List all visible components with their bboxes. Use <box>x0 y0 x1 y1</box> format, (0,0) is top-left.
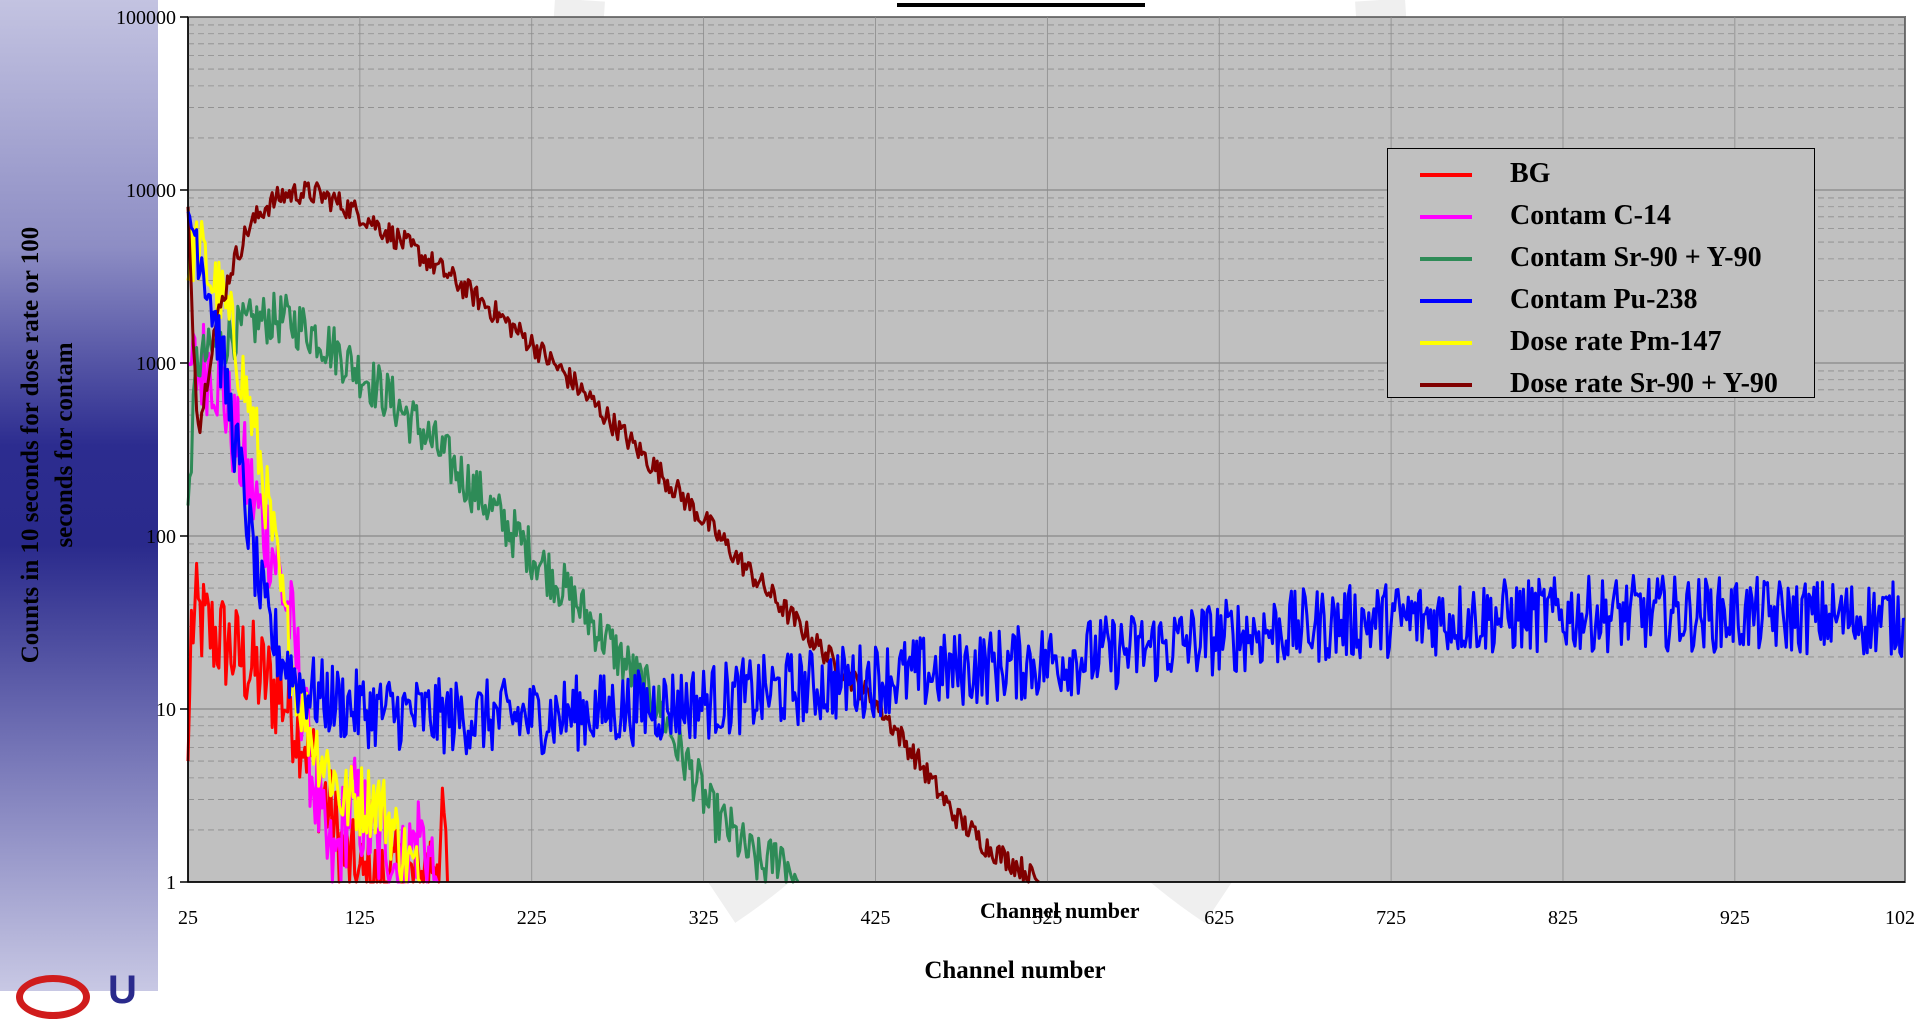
legend-label: Contam Sr-90 + Y-90 <box>1510 242 1762 273</box>
y-tick-label: 1 <box>166 872 176 894</box>
university-logo-letter: U <box>108 968 137 1012</box>
title-underline <box>897 3 1145 7</box>
legend-swatch <box>1420 299 1472 303</box>
legend-swatch <box>1420 173 1472 177</box>
x-tick-label: 825 <box>1548 907 1578 929</box>
x-tick-label: 425 <box>860 907 890 929</box>
x-axis-label-band <box>850 930 1180 990</box>
sidebar-gradient-panel <box>0 0 158 991</box>
legend-item: Contam Pu-238 <box>1420 279 1810 321</box>
legend-swatch <box>1420 383 1472 387</box>
legend-label: BG <box>1510 158 1551 189</box>
legend-label: Contam Pu-238 <box>1510 284 1698 315</box>
legend-swatch <box>1420 257 1472 261</box>
legend-item: Contam Sr-90 + Y-90 <box>1420 237 1810 279</box>
x-tick-label: 125 <box>345 907 375 929</box>
x-axis-label-inner: Channel number <box>980 898 1140 923</box>
series-line <box>186 220 422 884</box>
x-tick-label: 325 <box>689 907 719 929</box>
x-tick-label: 225 <box>517 907 547 929</box>
legend-swatch <box>1420 341 1472 345</box>
series-line <box>186 291 800 884</box>
x-axis-label: Channel number <box>924 957 1106 984</box>
university-logo-ring <box>16 975 90 1019</box>
x-tick-label: 925 <box>1720 907 1750 929</box>
legend-swatch <box>1420 215 1472 219</box>
legend-item: BG <box>1420 153 1810 195</box>
x-tick-label: 1024 <box>1885 907 1915 929</box>
legend-label: Contam C-14 <box>1510 200 1671 231</box>
axes <box>180 16 1905 883</box>
x-tick-label: 725 <box>1376 907 1406 929</box>
x-tick-label: 525 <box>1032 907 1062 929</box>
legend-label: Dose rate Pm-147 <box>1510 326 1722 357</box>
y-tick-label: 1000 <box>136 353 176 375</box>
y-tick-label: 100000 <box>116 7 176 29</box>
y-tick-label: 100 <box>146 526 176 548</box>
y-axis-label: Counts in 10 seconds for dose rate or 10… <box>17 226 78 664</box>
legend: BG Contam C-14 Contam Sr-90 + Y-90 Conta… <box>1387 148 1815 399</box>
legend-item: Dose rate Pm-147 <box>1420 321 1810 363</box>
series-line <box>186 322 439 884</box>
x-tick-label: 625 <box>1204 907 1234 929</box>
tick-labels: 1 10 100 1000 10000 100000 25 125 225 325 425 525 62… <box>116 7 1915 929</box>
y-tick-label: 10000 <box>126 180 176 202</box>
series-line <box>186 211 1905 756</box>
x-tick-label: 25 <box>178 907 198 929</box>
legend-item: Contam C-14 <box>1420 195 1810 237</box>
legend-label: Dose rate Sr-90 + Y-90 <box>1510 368 1778 399</box>
legend-item: Dose rate Sr-90 + Y-90 <box>1420 363 1810 405</box>
series-layer <box>186 180 1905 884</box>
series-line <box>186 180 1040 884</box>
y-tick-label: 10 <box>156 699 176 721</box>
